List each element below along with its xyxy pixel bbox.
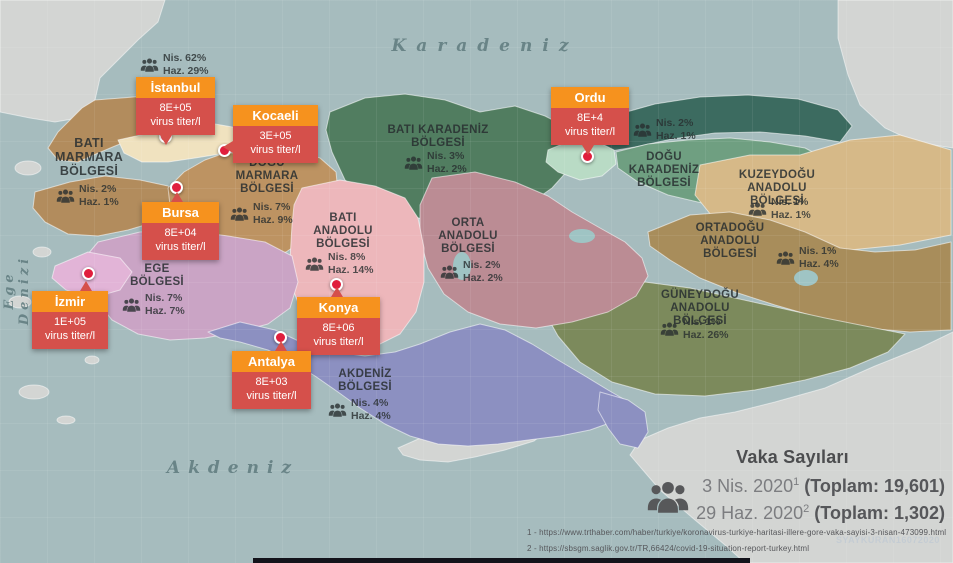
city-callout-bursa: Bursa 8E+04 virus titer/l (142, 192, 219, 260)
land-caucasus (837, 0, 953, 149)
region-shape-dogu-karadeniz-strip (577, 94, 853, 153)
city-value: 8E+05 virus titer/l (136, 98, 215, 135)
city-name: Konya (297, 297, 380, 318)
region-stats-bati-marmara: Nis. 2% Haz. 1% (56, 183, 119, 208)
city-name: İzmir (32, 291, 108, 312)
region-title-guneydogu-anadolu: GÜNEYDOĞU ANADOLU BÖLGESİ (660, 289, 740, 327)
callout-pointer (331, 287, 343, 297)
region-title-ortadogu-anadolu: ORTADOĞU ANADOLU BÖLGESİ (695, 222, 765, 260)
region-stats-akdeniz: Nis. 4% Haz. 4% (328, 397, 391, 422)
people-icon (305, 257, 324, 271)
sea-label-karadeniz: Karadeniz (391, 36, 579, 56)
lake-tuz (453, 252, 471, 280)
region-shape-hatay (597, 391, 649, 449)
region-title-ege: EGE BÖLGESİ (130, 263, 184, 288)
region-stats-guneydogu-anadolu: Nis. 1% Haz. 26% (660, 316, 729, 341)
legend-row-april: 3 Nis. 20201 (Toplam: 19,601) (702, 476, 945, 496)
legend-title: Vaka Sayıları (736, 447, 849, 467)
city-value: 8E+03 virus titer/l (232, 372, 311, 409)
people-icon (230, 207, 249, 221)
sea-label-ege-denizi: Ege Denizi (2, 215, 32, 365)
legend-row-june: 29 Haz. 20202 (Toplam: 1,302) (696, 503, 945, 523)
city-name: Ordu (551, 87, 629, 108)
people-icon (56, 189, 75, 203)
city-name: İstanbul (136, 77, 215, 98)
region-stats-istanbul-area: Nis. 62% Haz. 29% (140, 52, 209, 77)
region-stats-bati-anadolu: Nis. 8% Haz. 14% (305, 251, 374, 276)
land-balkans (0, 0, 166, 123)
city-callout-istanbul: İstanbul 8E+05 virus titer/l (136, 77, 215, 145)
footnote-source-1: 1 - https://www.trthaber.com/haber/turki… (527, 528, 947, 537)
callout-pointer (223, 141, 233, 153)
greek-island (14, 160, 42, 176)
greek-island (18, 384, 50, 400)
people-icon (776, 251, 795, 265)
people-icon (328, 403, 347, 417)
region-title-bati-marmara: BATI MARMARA BÖLGESİ (54, 136, 124, 178)
region-stats-dogu-karadeniz: Nis. 2% Haz. 1% (633, 117, 696, 142)
city-callout-konya: Konya 8E+06 virus titer/l (297, 287, 380, 355)
city-callout-kocaeli: Kocaeli 3E+05 virus titer/l (223, 105, 318, 163)
people-icon (660, 322, 679, 336)
region-title-bati-anadolu: BATI ANADOLU BÖLGESİ (313, 212, 373, 250)
region-shape-guneydogu-anadolu (547, 281, 906, 397)
region-stats-ortadogu-anadolu: Nis. 1% Haz. 4% (776, 245, 839, 270)
city-value: 8E+4 virus titer/l (551, 108, 629, 145)
callout-pointer (80, 281, 92, 291)
greek-island (56, 415, 76, 425)
region-title-dogu-marmara: DOĞU MARMARA BÖLGESİ (235, 157, 299, 195)
region-title-dogu-karadeniz: DOĞU KARADENİZ BÖLGESİ (628, 151, 700, 189)
people-icon (122, 298, 141, 312)
region-shape-orta-anadolu (419, 171, 649, 329)
region-stats-kuzeydogu-anadolu: Nis. 1% Haz. 1% (748, 196, 811, 221)
footnote-source-2: 2 - https://sbsgm.saglik.gov.tr/TR,66424… (527, 544, 810, 553)
city-callout-izmir: İzmir 1E+05 virus titer/l (32, 281, 108, 349)
city-dot-izmir (82, 267, 95, 280)
city-value: 3E+05 virus titer/l (233, 126, 318, 163)
bottom-bar (253, 558, 750, 563)
land-syria-iraq (629, 331, 953, 563)
sea-label-akdeniz: Akdeniz (166, 458, 300, 478)
people-icon (633, 123, 652, 137)
sea-label-ege-line1: Ege (2, 270, 17, 310)
people-icon (748, 202, 767, 216)
region-stats-orta-anadolu: Nis. 2% Haz. 2% (440, 259, 503, 284)
greek-island (8, 295, 32, 309)
callout-pointer (582, 144, 594, 155)
region-stats-ege: Nis. 7% Haz. 7% (122, 292, 185, 317)
region-title-akdeniz: AKDENİZ BÖLGESİ (338, 368, 392, 393)
greek-island (84, 355, 100, 365)
callout-pointer (171, 192, 183, 202)
city-name: Antalya (232, 351, 311, 372)
legend-rows: 3 Nis. 20201 (Toplam: 19,601) 29 Haz. 20… (600, 471, 945, 525)
watermark: SYAYKURAN16072020 (836, 535, 940, 545)
city-callout-antalya: Antalya 8E+03 virus titer/l (232, 341, 311, 409)
city-value: 8E+04 virus titer/l (142, 223, 219, 260)
city-value: 1E+05 virus titer/l (32, 312, 108, 349)
sea-label-ege-line2: Denizi (17, 254, 32, 326)
city-callout-ordu: Ordu 8E+4 virus titer/l (551, 87, 629, 155)
people-icon (440, 265, 459, 279)
region-stats-dogu-marmara: Nis. 7% Haz. 9% (230, 201, 293, 226)
lake (569, 229, 595, 243)
region-stats-bati-karadeniz: Nis. 3% Haz. 2% (404, 150, 467, 175)
callout-pointer (160, 134, 172, 145)
region-title-bati-karadeniz: BATI KARADENİZ BÖLGESİ (387, 124, 489, 149)
region-title-orta-anadolu: ORTA ANADOLU BÖLGESİ (438, 217, 498, 255)
greek-island (32, 246, 52, 258)
city-name: Kocaeli (233, 105, 318, 126)
city-name: Bursa (142, 202, 219, 223)
callout-pointer (275, 341, 287, 351)
city-value: 8E+06 virus titer/l (297, 318, 380, 355)
people-icon (404, 156, 423, 170)
people-icon (140, 58, 159, 72)
lake-van (794, 270, 818, 286)
